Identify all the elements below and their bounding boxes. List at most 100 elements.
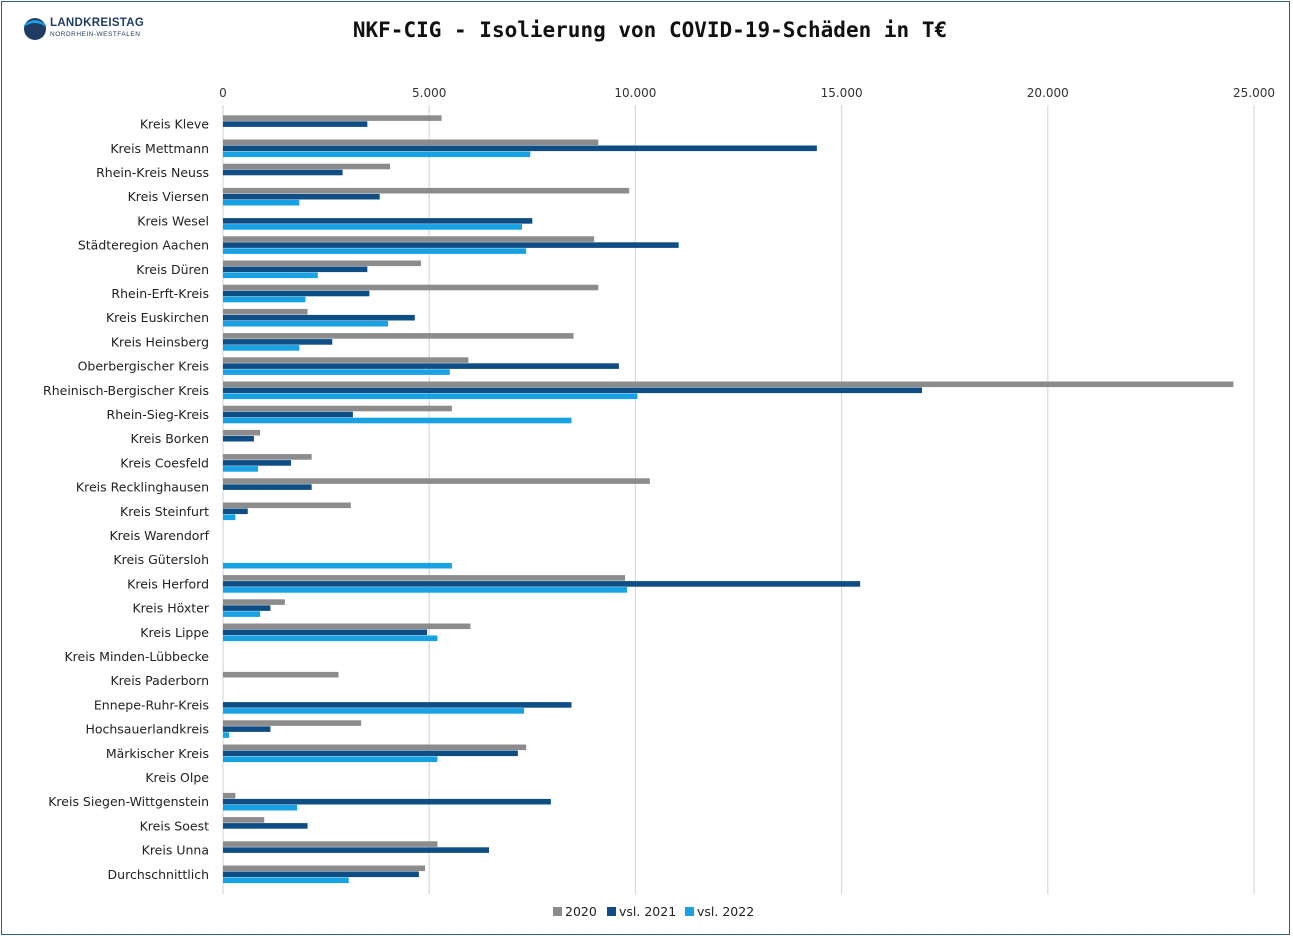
bar-2020	[223, 817, 265, 823]
bar-vsl-2021	[223, 605, 271, 611]
category-label: Durchschnittlich	[108, 867, 209, 882]
landkreistag-logo: LANDKREISTAG NORDRHEIN-WESTFALEN	[22, 14, 162, 54]
category-label: Kreis Herford	[127, 576, 209, 591]
category-label: Oberbergischer Kreis	[78, 359, 209, 374]
category-label: Kreis Paderborn	[110, 673, 209, 688]
bar-vsl-2021	[223, 266, 368, 273]
logo-name: LANDKREISTAG	[50, 17, 145, 29]
bar-vsl-2021	[223, 121, 368, 127]
bar-vsl-2021	[223, 290, 370, 297]
category-label: Kreis Viersen	[128, 189, 209, 204]
bar-vsl-2021	[223, 823, 308, 829]
category-label: Kreis Borken	[131, 431, 209, 446]
bar-vsl-2022	[223, 248, 527, 254]
legend-label: vsl. 2021	[619, 904, 676, 919]
bar-vsl-2022	[223, 804, 298, 811]
bar-vsl-2021	[223, 242, 679, 248]
bar-vsl-2021	[223, 581, 861, 587]
x-tick-label: 20.000	[1027, 86, 1069, 100]
bar-vsl-2021	[223, 145, 817, 152]
bar-2020	[223, 502, 351, 509]
bar-2020	[223, 429, 261, 436]
bar-vsl-2021	[223, 847, 489, 853]
category-label: Kreis Coesfeld	[120, 455, 209, 470]
category-label: Kreis Minden-Lübbecke	[64, 649, 209, 664]
bar-2020	[223, 115, 442, 121]
bar-vsl-2022	[223, 562, 452, 569]
bar-2020	[223, 308, 308, 315]
legend-swatch	[685, 907, 694, 916]
bar-vsl-2021	[223, 702, 572, 708]
bar-2020	[223, 260, 421, 267]
category-label: Städteregion Aachen	[78, 238, 209, 253]
bar-vsl-2022	[223, 417, 572, 424]
category-label: Kreis Heinsberg	[111, 334, 209, 349]
bar-vsl-2022	[223, 732, 230, 738]
bar-vsl-2021	[223, 387, 923, 394]
bar-vsl-2022	[223, 635, 438, 642]
bar-2020	[223, 163, 391, 170]
logo-emblem-icon	[24, 18, 46, 40]
bar-2020	[223, 671, 339, 678]
bar-2020	[223, 478, 650, 484]
bar-vsl-2021	[223, 435, 254, 442]
bar-vsl-2021	[223, 193, 380, 200]
category-label: Rhein-Erft-Kreis	[111, 286, 209, 301]
bar-vsl-2021	[223, 750, 518, 757]
category-label: Märkischer Kreis	[106, 746, 209, 761]
category-label: Kreis Soest	[140, 818, 209, 833]
bar-2020	[223, 575, 626, 581]
bar-2020	[223, 841, 438, 847]
bar-2020	[223, 333, 574, 339]
category-label: Ennepe-Ruhr-Kreis	[94, 697, 209, 712]
legend-label: vsl. 2022	[697, 904, 754, 919]
category-label: Hochsauerlandkreis	[85, 722, 209, 737]
legend-swatch	[553, 907, 562, 916]
bar-vsl-2021	[223, 629, 428, 636]
logo-subtitle: NORDRHEIN-WESTFALEN	[50, 31, 141, 38]
bar-2020	[223, 744, 527, 751]
legend-swatch	[607, 907, 616, 916]
category-label: Kreis Höxter	[132, 601, 209, 616]
legend-label: 2020	[565, 904, 597, 919]
bar-vsl-2022	[223, 224, 522, 230]
x-tick-label: 15.000	[821, 86, 863, 100]
x-tick-label: 5.000	[412, 86, 446, 100]
bar-2020	[223, 792, 236, 799]
bar-vsl-2022	[223, 756, 438, 763]
category-label: Kreis Lippe	[140, 625, 209, 640]
bar-vsl-2022	[223, 272, 318, 279]
bar-vsl-2021	[223, 339, 333, 345]
category-label: Kreis Düren	[136, 262, 209, 277]
bar-vsl-2022	[223, 151, 531, 158]
bar-vsl-2022	[223, 345, 300, 351]
bar-2020	[223, 381, 1234, 388]
bar-2020	[223, 623, 471, 630]
x-tick-label: 0	[219, 86, 227, 100]
bar-2020	[223, 187, 630, 194]
category-label: Kreis Gütersloh	[113, 552, 209, 567]
bar-2020	[223, 720, 362, 726]
bar-vsl-2021	[223, 726, 271, 732]
chart-title: NKF-CIG - Isolierung von COVID-19-Schäde…	[352, 18, 948, 42]
bar-vsl-2022	[223, 320, 388, 327]
category-label: Kreis Kleve	[140, 117, 209, 132]
category-label: Kreis Wesel	[137, 213, 209, 228]
bar-vsl-2022	[223, 514, 236, 521]
bar-2020	[223, 236, 595, 242]
category-label: Kreis Olpe	[145, 770, 209, 785]
category-label: Kreis Recklinghausen	[76, 480, 209, 495]
bar-vsl-2021	[223, 218, 533, 224]
bar-vsl-2021	[223, 314, 415, 321]
category-label: Kreis Mettmann	[110, 141, 209, 156]
bar-vsl-2022	[223, 369, 450, 375]
bar-2020	[223, 139, 599, 146]
bar-vsl-2021	[223, 798, 551, 805]
bar-vsl-2021	[223, 460, 292, 466]
bar-2020	[223, 357, 469, 363]
bar-vsl-2021	[223, 169, 343, 176]
bar-2020	[223, 865, 426, 872]
bar-vsl-2022	[223, 877, 349, 884]
